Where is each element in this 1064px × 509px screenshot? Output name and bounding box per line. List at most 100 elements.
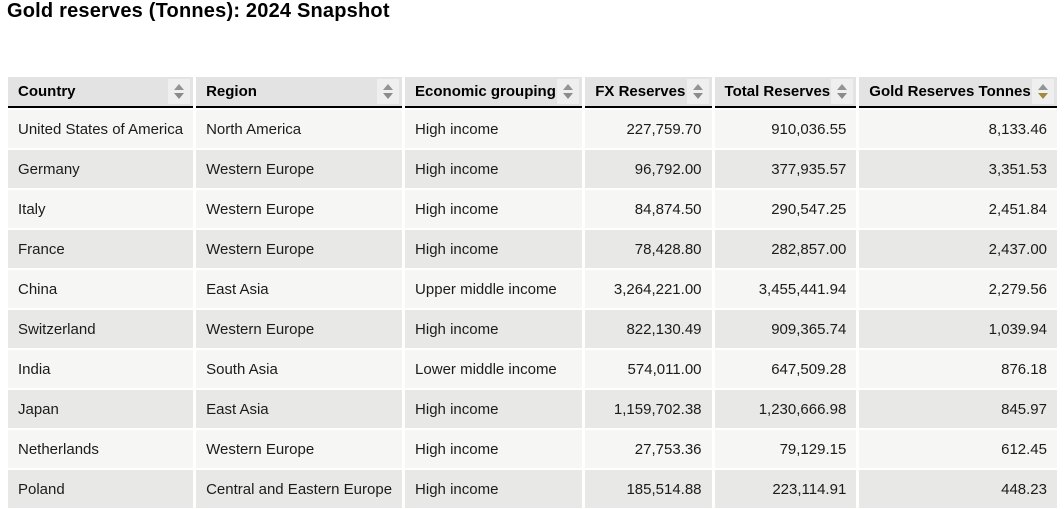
cell-fx-reserves: 27,753.36 [585, 430, 712, 468]
cell-total-reserves: 223,114.91 [714, 470, 857, 508]
cell-economic-grouping: High income [405, 470, 583, 508]
cell-region: Central and Eastern Europe [196, 470, 403, 508]
cell-country: Italy [8, 190, 194, 228]
sort-ascending-icon [692, 84, 703, 90]
cell-fx-reserves: 96,792.00 [585, 150, 712, 188]
cell-region: Western Europe [196, 190, 403, 228]
cell-economic-grouping: High income [405, 190, 583, 228]
cell-region: Western Europe [196, 430, 403, 468]
gold-reserves-table: Country Region Economic grouping FX Rese… [5, 75, 1060, 509]
cell-total-reserves: 1,230,666.98 [714, 390, 857, 428]
sort-ascending-icon [837, 84, 848, 90]
cell-country: Germany [8, 150, 194, 188]
cell-gold-reserves-tonnes: 1,039.94 [859, 310, 1057, 348]
table-row: China East Asia Upper middle income 3,26… [8, 270, 1057, 308]
cell-country: Netherlands [8, 430, 194, 468]
column-header-label: Economic grouping [415, 83, 556, 100]
cell-fx-reserves: 78,428.80 [585, 230, 712, 268]
cell-region: North America [196, 110, 403, 148]
sort-icons [1032, 79, 1054, 104]
table-row: Netherlands Western Europe High income 2… [8, 430, 1057, 468]
cell-gold-reserves-tonnes: 612.45 [859, 430, 1057, 468]
cell-country: India [8, 350, 194, 388]
cell-economic-grouping: High income [405, 430, 583, 468]
sort-ascending-icon [563, 84, 574, 90]
table-container: Country Region Economic grouping FX Rese… [8, 77, 1060, 509]
cell-economic-grouping: High income [405, 150, 583, 188]
cell-region: Western Europe [196, 150, 403, 188]
cell-gold-reserves-tonnes: 845.97 [859, 390, 1057, 428]
sort-descending-icon [837, 93, 848, 99]
cell-fx-reserves: 822,130.49 [585, 310, 712, 348]
sort-descending-icon [692, 93, 703, 99]
cell-total-reserves: 377,935.57 [714, 150, 857, 188]
column-header-label: Country [18, 83, 76, 100]
cell-region: Western Europe [196, 310, 403, 348]
sort-descending-icon [383, 93, 394, 99]
table-body: United States of America North America H… [8, 110, 1057, 508]
column-header-fx-reserves[interactable]: FX Reserves [585, 77, 712, 108]
table-row: India South Asia Lower middle income 574… [8, 350, 1057, 388]
cell-country: Japan [8, 390, 194, 428]
table-row: Poland Central and Eastern Europe High i… [8, 470, 1057, 508]
column-header-label: Gold Reserves Tonnes [869, 83, 1031, 100]
column-header-country[interactable]: Country [8, 77, 194, 108]
table-header: Country Region Economic grouping FX Rese… [8, 77, 1057, 108]
cell-fx-reserves: 574,011.00 [585, 350, 712, 388]
cell-total-reserves: 290,547.25 [714, 190, 857, 228]
sort-icons [686, 79, 709, 104]
column-header-label: Total Reserves [724, 83, 831, 100]
cell-fx-reserves: 185,514.88 [585, 470, 712, 508]
cell-economic-grouping: High income [405, 390, 583, 428]
column-header-gold-reserves-tonnes[interactable]: Gold Reserves Tonnes [859, 77, 1057, 108]
cell-region: South Asia [196, 350, 403, 388]
cell-economic-grouping: Upper middle income [405, 270, 583, 308]
cell-gold-reserves-tonnes: 876.18 [859, 350, 1057, 388]
sort-descending-icon [563, 93, 574, 99]
column-header-region[interactable]: Region [196, 77, 403, 108]
cell-gold-reserves-tonnes: 2,451.84 [859, 190, 1057, 228]
cell-economic-grouping: High income [405, 230, 583, 268]
column-header-total-reserves[interactable]: Total Reserves [714, 77, 857, 108]
sort-icons [557, 79, 580, 104]
cell-gold-reserves-tonnes: 3,351.53 [859, 150, 1057, 188]
cell-country: China [8, 270, 194, 308]
sort-ascending-icon [174, 84, 185, 90]
table-row: Germany Western Europe High income 96,79… [8, 150, 1057, 188]
cell-country: Switzerland [8, 310, 194, 348]
cell-country: France [8, 230, 194, 268]
sort-descending-icon [1038, 93, 1048, 99]
sort-icons [377, 79, 400, 104]
cell-total-reserves: 282,857.00 [714, 230, 857, 268]
column-header-label: Region [206, 83, 257, 100]
cell-fx-reserves: 1,159,702.38 [585, 390, 712, 428]
sort-icons [168, 79, 191, 104]
sort-ascending-icon [383, 84, 394, 90]
table-row: Italy Western Europe High income 84,874.… [8, 190, 1057, 228]
cell-gold-reserves-tonnes: 2,279.56 [859, 270, 1057, 308]
cell-total-reserves: 910,036.55 [714, 110, 857, 148]
cell-gold-reserves-tonnes: 448.23 [859, 470, 1057, 508]
cell-economic-grouping: High income [405, 110, 583, 148]
table-row: Switzerland Western Europe High income 8… [8, 310, 1057, 348]
cell-region: East Asia [196, 390, 403, 428]
table-row: Japan East Asia High income 1,159,702.38… [8, 390, 1057, 428]
sort-ascending-icon [1038, 84, 1048, 90]
sort-icons [831, 79, 854, 104]
cell-region: East Asia [196, 270, 403, 308]
column-header-economic-grouping[interactable]: Economic grouping [405, 77, 583, 108]
cell-total-reserves: 3,455,441.94 [714, 270, 857, 308]
cell-fx-reserves: 84,874.50 [585, 190, 712, 228]
cell-region: Western Europe [196, 230, 403, 268]
cell-economic-grouping: Lower middle income [405, 350, 583, 388]
cell-gold-reserves-tonnes: 8,133.46 [859, 110, 1057, 148]
cell-gold-reserves-tonnes: 2,437.00 [859, 230, 1057, 268]
column-header-label: FX Reserves [595, 83, 686, 100]
header-row: Country Region Economic grouping FX Rese… [8, 77, 1057, 108]
page-title: Gold reserves (Tonnes): 2024 Snapshot [7, 0, 390, 22]
cell-total-reserves: 647,509.28 [714, 350, 857, 388]
cell-total-reserves: 909,365.74 [714, 310, 857, 348]
cell-fx-reserves: 3,264,221.00 [585, 270, 712, 308]
cell-fx-reserves: 227,759.70 [585, 110, 712, 148]
